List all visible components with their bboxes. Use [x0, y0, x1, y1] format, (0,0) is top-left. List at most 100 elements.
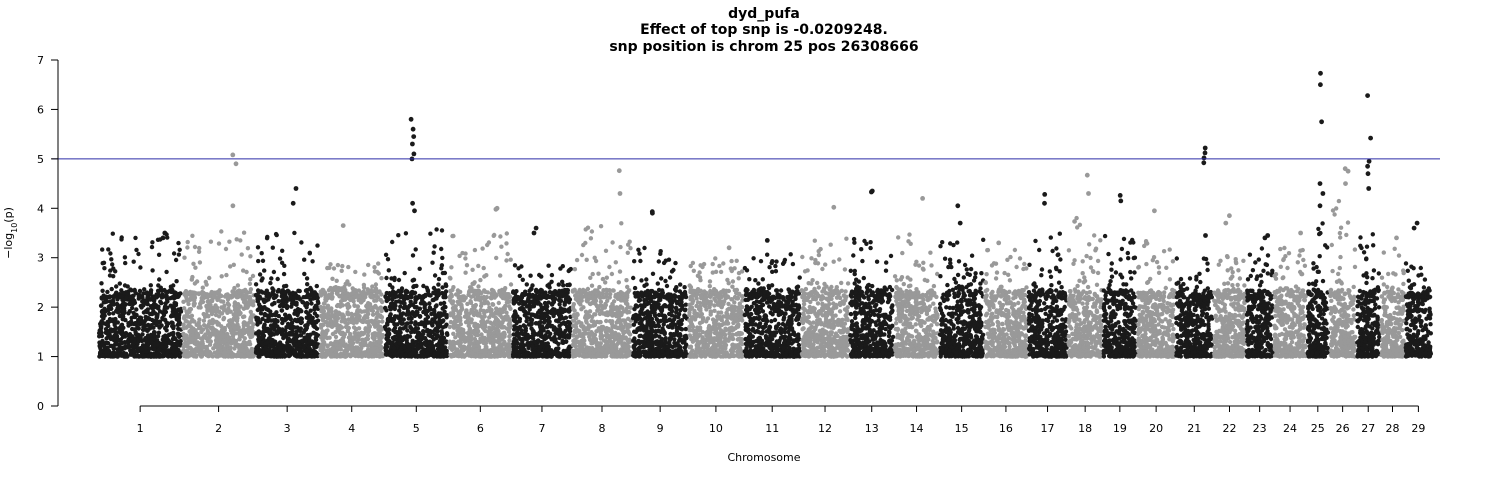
snp-point	[350, 286, 355, 291]
snp-point	[171, 251, 177, 256]
snp-point	[330, 294, 335, 300]
snp-point	[155, 334, 161, 339]
snp-point	[231, 262, 236, 267]
snp-point	[563, 328, 568, 334]
snp-point	[314, 332, 319, 337]
snp-point	[115, 306, 120, 311]
snp-point	[208, 302, 213, 308]
snp-point	[375, 290, 380, 295]
snp-point	[504, 258, 509, 263]
snp-point	[304, 309, 309, 315]
snp-point	[319, 352, 324, 357]
snp-point	[257, 336, 263, 341]
snp-point	[103, 349, 108, 355]
snp-point	[476, 289, 481, 295]
snp-point	[123, 260, 128, 266]
snp-point	[151, 325, 156, 330]
snp-point	[453, 292, 459, 297]
snp-point	[185, 239, 190, 245]
snp-point	[165, 235, 170, 240]
snp-point	[236, 294, 241, 299]
snp-point	[205, 306, 210, 312]
snp-point	[138, 315, 144, 321]
snp-point	[353, 347, 358, 352]
snp-point	[259, 278, 264, 283]
snp-point	[436, 282, 441, 287]
snp-point	[519, 264, 524, 269]
snp-point	[480, 317, 485, 323]
snp-point	[485, 300, 490, 305]
snp-point	[535, 353, 540, 358]
snp-point	[482, 311, 487, 316]
snp-point	[198, 305, 203, 310]
snp-point	[213, 295, 219, 300]
snp-point	[235, 283, 241, 288]
snp-point	[332, 319, 337, 324]
snp-point	[203, 279, 208, 285]
snp-point	[490, 289, 495, 294]
snp-point	[471, 312, 477, 318]
snp-point	[435, 334, 440, 339]
snp-point	[558, 291, 563, 296]
snp-point	[323, 352, 329, 357]
snp-point	[268, 329, 273, 334]
chromosome-7-points	[510, 225, 573, 359]
snp-point	[288, 294, 293, 300]
snp-point	[345, 301, 351, 307]
snp-point	[108, 251, 113, 256]
snp-point	[181, 326, 186, 331]
snp-point	[310, 315, 315, 321]
snp-point	[298, 316, 304, 321]
snp-point	[98, 323, 103, 329]
snp-point	[205, 338, 210, 344]
snp-point	[368, 288, 374, 293]
snp-point	[564, 295, 569, 300]
snp-point	[136, 326, 141, 331]
snp-point	[218, 330, 223, 335]
snp-point	[119, 331, 124, 337]
snp-point	[324, 348, 330, 353]
snp-point	[472, 247, 478, 253]
snp-point	[447, 324, 452, 330]
snp-point	[408, 325, 414, 331]
snp-point	[280, 248, 285, 253]
snp-point	[414, 305, 419, 310]
snp-point	[285, 348, 290, 354]
snp-point	[495, 311, 500, 316]
snp-point	[558, 298, 564, 303]
snp-point	[224, 342, 229, 347]
snp-point	[170, 320, 175, 326]
snp-point	[329, 309, 334, 314]
snp-point	[343, 345, 349, 350]
snp-point	[417, 266, 422, 271]
snp-point	[504, 310, 509, 315]
snp-point	[414, 283, 419, 289]
snp-point	[98, 350, 103, 355]
snp-point	[410, 253, 416, 258]
snp-point	[184, 348, 190, 354]
snp-point	[454, 347, 459, 352]
snp-point	[386, 331, 391, 336]
snp-point	[190, 233, 195, 238]
snp-point	[432, 309, 437, 314]
snp-point	[355, 335, 360, 340]
snp-point	[276, 328, 281, 333]
snp-point	[168, 284, 174, 289]
snp-point	[351, 325, 357, 330]
snp-point	[457, 253, 462, 259]
snp-point	[162, 294, 167, 299]
snp-point	[107, 316, 113, 322]
snp-point	[248, 277, 253, 282]
snp-point	[309, 301, 314, 306]
snp-point	[154, 354, 159, 359]
snp-point	[237, 312, 242, 317]
snp-point	[132, 314, 138, 320]
snp-point	[390, 239, 395, 245]
snp-point	[334, 353, 340, 359]
snp-point	[261, 350, 266, 355]
top-snp-point	[531, 230, 537, 236]
snp-point	[535, 332, 541, 337]
snp-point	[126, 337, 131, 342]
snp-point	[123, 331, 129, 336]
snp-point	[361, 285, 367, 290]
